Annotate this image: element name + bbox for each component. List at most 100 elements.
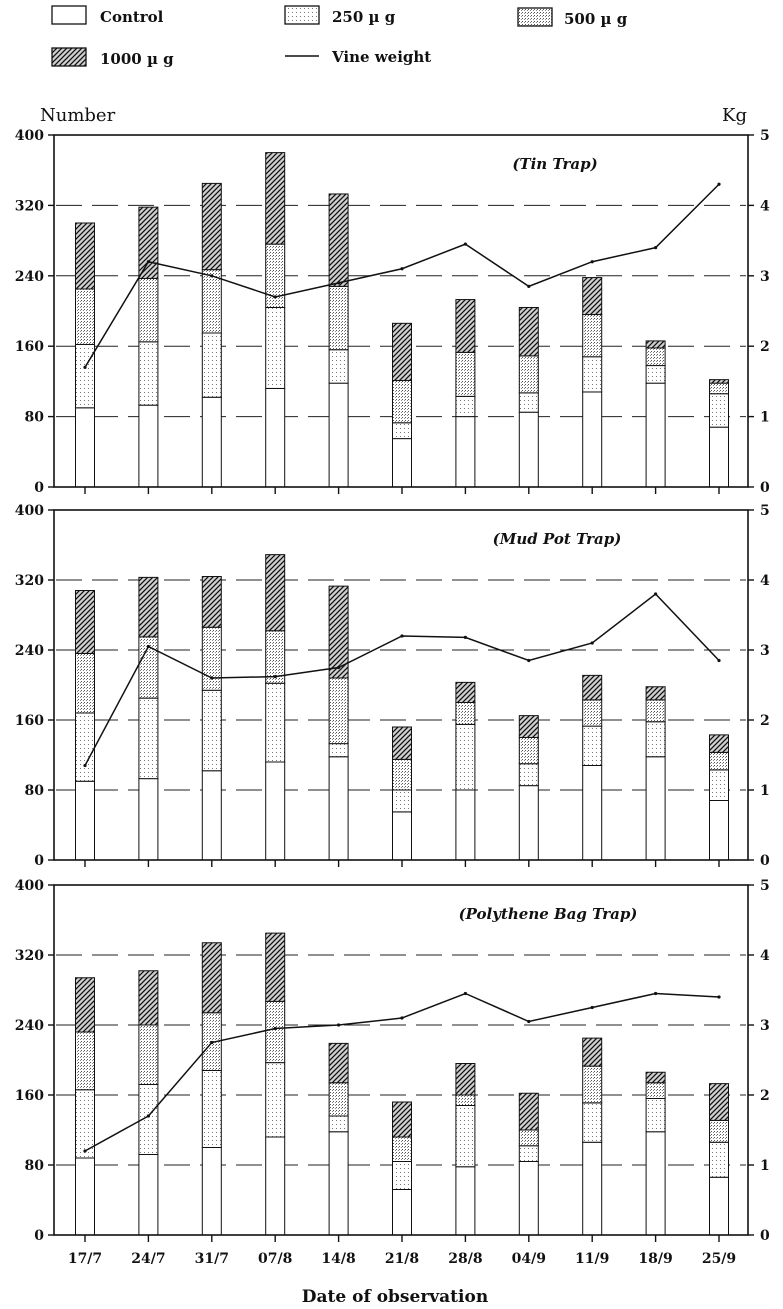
bar-segment-250 bbox=[645, 365, 666, 384]
y-tick-label: 80 bbox=[25, 410, 45, 426]
bar-segment-250 bbox=[455, 723, 476, 791]
bar-segment-control bbox=[201, 770, 222, 861]
bar-segment-control bbox=[709, 1176, 729, 1236]
y2-tick-label: 3 bbox=[760, 643, 770, 659]
y2-tick-label: 4 bbox=[760, 573, 770, 589]
vine-weight-point bbox=[717, 995, 721, 999]
y-tick-label: 320 bbox=[15, 573, 44, 589]
chart-panel-1: 0 80 160 240 320 400 0 1 2 3 4 5 (Tin Trap) bbox=[15, 128, 770, 496]
bar-segment-control bbox=[582, 391, 603, 488]
bar-segment-500 bbox=[392, 758, 412, 791]
y-tick-label: 160 bbox=[15, 713, 44, 729]
y-tick-label: 240 bbox=[15, 269, 44, 285]
legend: Control 250 µ g 500 µ g 1000 µ g Vine we… bbox=[51, 5, 628, 68]
bar-segment-control bbox=[201, 1147, 222, 1236]
y-tick-label: 400 bbox=[15, 503, 44, 519]
bar-segment-500 bbox=[138, 1024, 159, 1085]
bar-segment-500 bbox=[265, 1000, 286, 1064]
bar-segment-500 bbox=[328, 677, 349, 745]
bar-segment-control bbox=[75, 407, 95, 488]
x-tick-label: 24/7 bbox=[131, 1251, 165, 1267]
y-tick-label: 400 bbox=[15, 878, 44, 894]
bar-segment-1000 bbox=[201, 942, 222, 1014]
vine-weight-point bbox=[463, 991, 467, 996]
vine-weight-point bbox=[146, 260, 150, 264]
y2-tick-label: 1 bbox=[760, 1158, 770, 1174]
panel-title: (Polythene Bag Trap) bbox=[459, 905, 638, 923]
vine-weight-point bbox=[83, 763, 87, 768]
bar-segment-500 bbox=[392, 1136, 412, 1162]
bar-segment-control bbox=[201, 396, 222, 488]
legend-label-control: Control bbox=[100, 8, 164, 26]
bar-segment-control bbox=[138, 1154, 159, 1236]
bar-segment-250 bbox=[265, 1062, 286, 1138]
vine-weight-point bbox=[654, 246, 658, 250]
y-tick-label: 80 bbox=[25, 783, 45, 799]
bar-segment-250 bbox=[392, 789, 412, 813]
legend-swatch-500 bbox=[517, 7, 553, 27]
legend-swatch-250 bbox=[284, 5, 320, 25]
vine-weight-point bbox=[146, 644, 150, 649]
y-tick-label: 240 bbox=[15, 643, 44, 659]
bar-segment-1000 bbox=[582, 674, 603, 701]
vine-weight-point bbox=[337, 1023, 341, 1027]
vine-weight-point bbox=[273, 1026, 277, 1031]
bar-segment-1000 bbox=[328, 585, 349, 679]
plot-frame bbox=[53, 134, 749, 488]
x-tick-label: 14/8 bbox=[321, 1251, 355, 1267]
bar-segment-500 bbox=[201, 269, 222, 334]
y-tick-label: 160 bbox=[15, 339, 44, 355]
bar-segment-500 bbox=[582, 314, 603, 358]
y-tick-label: 240 bbox=[15, 1018, 44, 1034]
bar-segment-1000 bbox=[518, 715, 539, 738]
bar-segment-1000 bbox=[138, 970, 159, 1026]
bar-segment-250 bbox=[709, 769, 729, 801]
left-axis-unit: Number bbox=[40, 105, 116, 126]
bar-segment-250 bbox=[75, 343, 95, 409]
x-tick-label: 11/9 bbox=[575, 1251, 609, 1267]
y2-tick-label: 4 bbox=[760, 198, 770, 214]
bar-segment-250 bbox=[75, 712, 95, 782]
x-tick-label: 18/9 bbox=[638, 1251, 672, 1267]
vine-weight-point bbox=[83, 365, 87, 369]
legend-item-500: 500 µ g bbox=[517, 7, 628, 28]
bar-segment-control bbox=[328, 756, 349, 861]
bar-segment-1000 bbox=[455, 681, 476, 703]
bar-segment-control bbox=[265, 387, 286, 488]
bar-segment-control bbox=[265, 1136, 286, 1236]
vine-weight-point bbox=[273, 295, 277, 299]
bar-segment-500 bbox=[328, 285, 349, 351]
bar-segment-1000 bbox=[201, 182, 222, 271]
vine-weight-point bbox=[463, 242, 467, 246]
bar-segment-control bbox=[709, 800, 729, 861]
bar-segment-250 bbox=[265, 682, 286, 763]
bar-segment-500 bbox=[455, 1094, 476, 1106]
bar-segment-250 bbox=[518, 1145, 539, 1162]
bar-segment-500 bbox=[392, 380, 412, 424]
y2-tick-label: 2 bbox=[760, 713, 770, 729]
x-tick-label: 31/7 bbox=[195, 1251, 229, 1267]
vine-weight-point bbox=[590, 641, 594, 645]
bar-segment-500 bbox=[709, 1119, 729, 1143]
bar-segment-250 bbox=[201, 332, 222, 398]
legend-item-1000: 1000 µ g bbox=[51, 47, 174, 68]
bar-segment-1000 bbox=[518, 1092, 539, 1131]
vine-weight-point bbox=[400, 1016, 404, 1020]
bar-segment-500 bbox=[582, 699, 603, 727]
bar-segment-500 bbox=[645, 1082, 666, 1099]
bar-segment-500 bbox=[201, 626, 222, 691]
bar-segment-500 bbox=[518, 1129, 539, 1147]
bar-segment-control bbox=[138, 404, 159, 488]
vine-weight-point bbox=[273, 675, 277, 679]
bar-segment-500 bbox=[455, 351, 476, 397]
bar-segment-500 bbox=[582, 1065, 603, 1104]
y2-tick-label: 2 bbox=[760, 339, 770, 355]
legend-label-500: 500 µ g bbox=[564, 10, 628, 28]
bar-segment-500 bbox=[645, 347, 666, 367]
vine-weight-point bbox=[400, 634, 404, 638]
bar-segment-1000 bbox=[645, 686, 666, 701]
vine-weight-point bbox=[400, 267, 404, 271]
bar-segment-250 bbox=[201, 689, 222, 772]
panel-title: (Mud Pot Trap) bbox=[493, 530, 622, 548]
bar-segment-control bbox=[265, 761, 286, 861]
